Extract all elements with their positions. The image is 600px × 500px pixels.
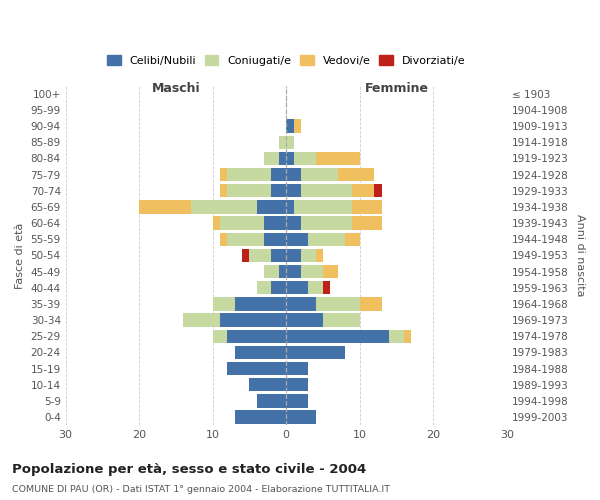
Bar <box>293 200 352 213</box>
Bar <box>264 152 279 165</box>
Bar <box>360 298 382 310</box>
Bar <box>271 281 286 294</box>
Bar <box>286 298 316 310</box>
Bar <box>250 378 286 392</box>
Bar <box>220 216 264 230</box>
Bar <box>286 168 301 181</box>
Bar <box>286 410 316 424</box>
Bar <box>286 265 301 278</box>
Bar <box>316 298 360 310</box>
Bar <box>271 249 286 262</box>
Bar <box>227 168 271 181</box>
Bar <box>286 330 389 343</box>
Bar <box>286 232 308 246</box>
Bar <box>286 346 345 359</box>
Bar <box>308 281 323 294</box>
Bar <box>242 249 250 262</box>
Bar <box>301 184 352 198</box>
Bar <box>279 265 286 278</box>
Bar <box>352 200 382 213</box>
Bar <box>212 216 220 230</box>
Text: Maschi: Maschi <box>152 82 200 96</box>
Bar <box>264 216 286 230</box>
Bar <box>352 216 382 230</box>
Bar <box>316 152 360 165</box>
Bar <box>220 168 227 181</box>
Legend: Celibi/Nubili, Coniugati/e, Vedovi/e, Divorziati/e: Celibi/Nubili, Coniugati/e, Vedovi/e, Di… <box>103 50 469 70</box>
Bar <box>286 394 308 407</box>
Bar <box>191 200 257 213</box>
Bar <box>293 152 316 165</box>
Bar <box>271 184 286 198</box>
Bar <box>279 152 286 165</box>
Bar <box>220 314 286 326</box>
Bar <box>352 184 374 198</box>
Bar <box>227 362 286 375</box>
Bar <box>293 120 301 132</box>
Bar <box>301 216 352 230</box>
Bar <box>227 330 286 343</box>
Bar <box>139 200 191 213</box>
Bar <box>227 184 271 198</box>
Bar <box>220 232 227 246</box>
Bar <box>183 314 220 326</box>
Bar <box>286 314 323 326</box>
Bar <box>257 200 286 213</box>
Bar <box>301 265 323 278</box>
Text: Popolazione per età, sesso e stato civile - 2004: Popolazione per età, sesso e stato civil… <box>12 462 366 475</box>
Bar <box>220 184 227 198</box>
Bar <box>286 184 301 198</box>
Bar <box>286 362 308 375</box>
Bar <box>250 249 271 262</box>
Bar <box>404 330 411 343</box>
Bar <box>271 168 286 181</box>
Bar <box>286 281 308 294</box>
Bar <box>227 232 264 246</box>
Bar <box>345 232 360 246</box>
Bar <box>212 298 235 310</box>
Bar <box>286 136 293 149</box>
Bar <box>338 168 374 181</box>
Bar <box>264 265 279 278</box>
Bar <box>389 330 404 343</box>
Bar <box>301 168 338 181</box>
Bar <box>286 216 301 230</box>
Bar <box>286 378 308 392</box>
Bar <box>323 265 338 278</box>
Bar <box>264 232 286 246</box>
Bar <box>286 120 293 132</box>
Y-axis label: Anni di nascita: Anni di nascita <box>575 214 585 296</box>
Bar <box>286 152 293 165</box>
Bar <box>323 314 360 326</box>
Text: Femmine: Femmine <box>364 82 428 96</box>
Bar <box>286 249 301 262</box>
Bar <box>323 281 331 294</box>
Bar <box>235 410 286 424</box>
Bar <box>279 136 286 149</box>
Bar <box>308 232 345 246</box>
Bar <box>235 346 286 359</box>
Y-axis label: Fasce di età: Fasce di età <box>15 222 25 288</box>
Bar <box>301 249 316 262</box>
Bar <box>257 394 286 407</box>
Bar <box>316 249 323 262</box>
Bar <box>286 200 293 213</box>
Bar <box>257 281 271 294</box>
Bar <box>235 298 286 310</box>
Bar <box>374 184 382 198</box>
Bar <box>212 330 227 343</box>
Text: COMUNE DI PAU (OR) - Dati ISTAT 1° gennaio 2004 - Elaborazione TUTTITALIA.IT: COMUNE DI PAU (OR) - Dati ISTAT 1° genna… <box>12 486 390 494</box>
